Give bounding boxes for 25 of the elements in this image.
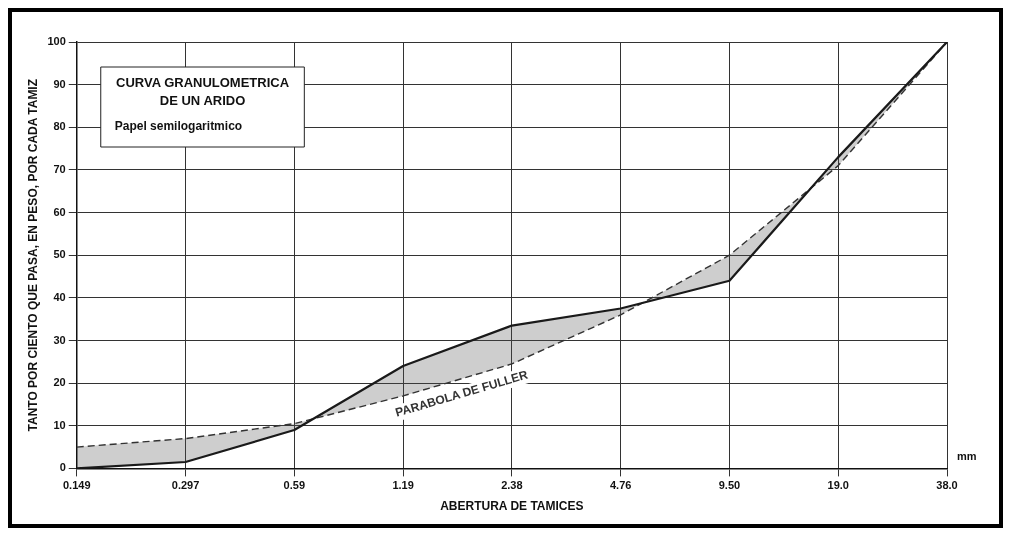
y-tick-label: 0 (59, 461, 66, 474)
text: CURVA GRANULOMETRICA DE UN ARIDO (115, 75, 290, 109)
y-tick-label: 100 (47, 35, 66, 48)
x-tick-label: 4.76 (609, 479, 632, 492)
x-tick-label: 9.50 (718, 479, 741, 492)
y-tick-label: 10 (53, 418, 66, 431)
y-tick-label: 20 (53, 376, 66, 389)
y-tick-label: 70 (53, 162, 66, 175)
x-tick-label: 2.38 (501, 479, 523, 492)
x-tick-label: 0.149 (62, 479, 91, 492)
y-tick-label: 40 (53, 290, 66, 303)
y-tick-label: 80 (53, 120, 66, 133)
y-tick-label: 30 (53, 333, 66, 346)
x-tick-label: 0.59 (283, 479, 306, 492)
x-axis-title: ABERTURA DE TAMICES (440, 499, 584, 514)
x-tick-label: 0.297 (171, 479, 200, 492)
y-tick-label: 60 (53, 205, 66, 218)
text: Papel semilogaritmico (114, 119, 243, 134)
y-axis-title: TANTO POR CIENTO QUE PASA, EN PESO, POR CADA TAMIZ (25, 78, 40, 432)
text: mm (957, 449, 977, 462)
x-tick-label: 19.0 (827, 479, 849, 492)
x-tick-label: 1.19 (392, 479, 414, 492)
x-tick-label: 38.0 (936, 479, 958, 492)
y-tick-label: 90 (53, 77, 66, 90)
y-tick-label: 50 (53, 248, 66, 261)
